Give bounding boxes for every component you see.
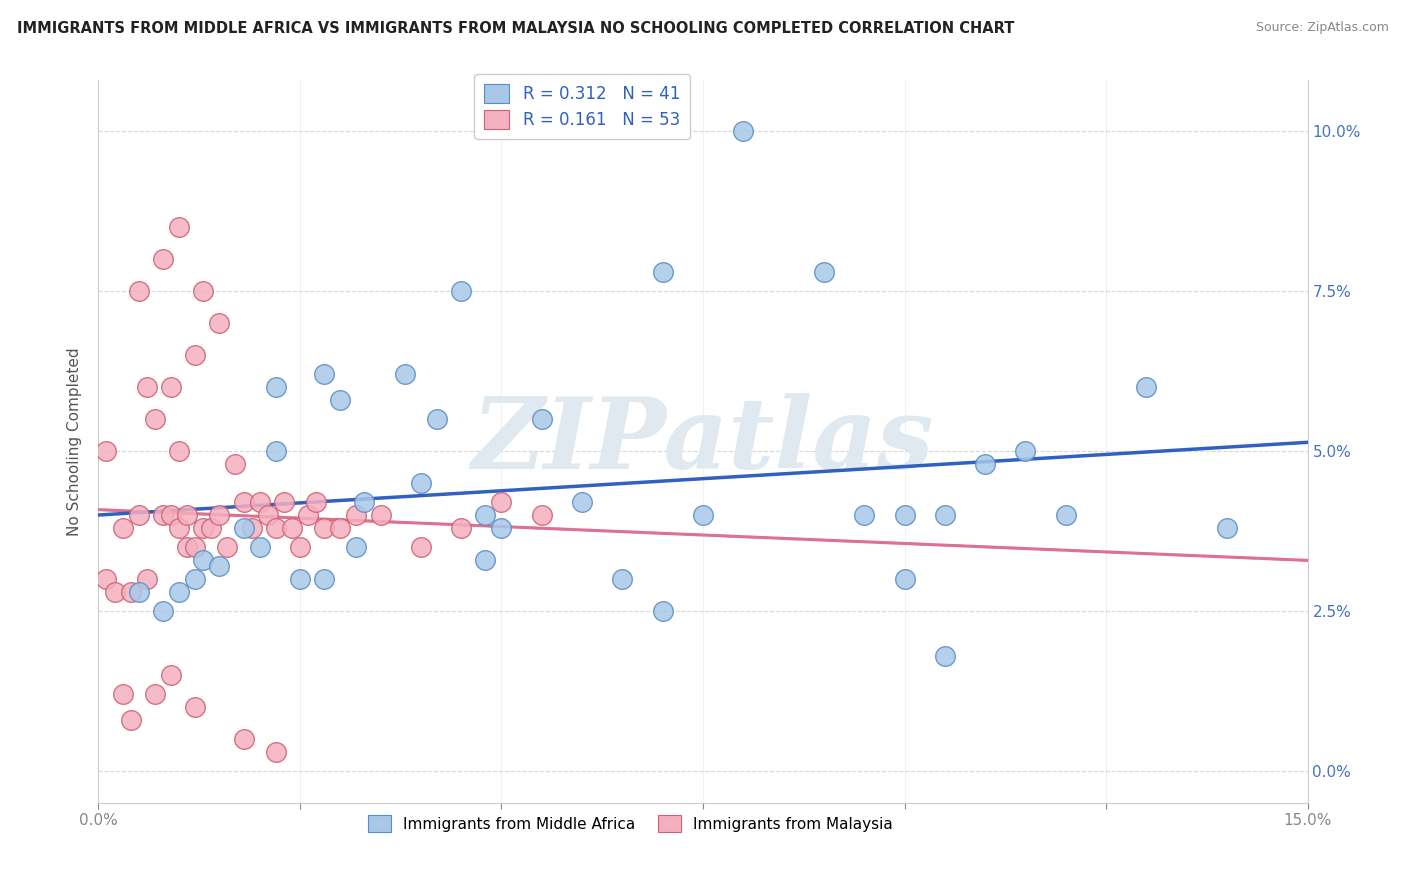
Point	[120, 584, 142, 599]
Point	[571, 495, 593, 509]
Point	[111, 521, 134, 535]
Point	[394, 368, 416, 382]
Point	[344, 508, 367, 522]
Point	[281, 521, 304, 535]
Point	[184, 572, 207, 586]
Y-axis label: No Schooling Completed: No Schooling Completed	[66, 347, 82, 536]
Point	[934, 508, 956, 522]
Point	[232, 495, 254, 509]
Point	[96, 444, 118, 458]
Point	[167, 220, 190, 235]
Point	[232, 731, 254, 746]
Point	[305, 495, 328, 509]
Point	[143, 687, 166, 701]
Point	[450, 521, 472, 535]
Point	[314, 368, 336, 382]
Point	[264, 521, 287, 535]
Text: IMMIGRANTS FROM MIDDLE AFRICA VS IMMIGRANTS FROM MALAYSIA NO SCHOOLING COMPLETED: IMMIGRANTS FROM MIDDLE AFRICA VS IMMIGRA…	[17, 21, 1014, 37]
Point	[353, 495, 375, 509]
Point	[1014, 444, 1036, 458]
Point	[152, 508, 174, 522]
Point	[167, 521, 190, 535]
Point	[176, 540, 198, 554]
Point	[1216, 521, 1239, 535]
Point	[612, 572, 634, 586]
Point	[893, 572, 915, 586]
Point	[530, 508, 553, 522]
Point	[264, 745, 287, 759]
Point	[329, 392, 352, 407]
Point	[184, 348, 207, 362]
Point	[249, 540, 271, 554]
Point	[813, 265, 835, 279]
Point	[370, 508, 392, 522]
Point	[208, 559, 231, 574]
Point	[208, 508, 231, 522]
Point	[314, 572, 336, 586]
Point	[853, 508, 876, 522]
Point	[692, 508, 714, 522]
Point	[651, 604, 673, 618]
Point	[733, 124, 755, 138]
Point	[344, 540, 367, 554]
Point	[176, 508, 198, 522]
Point	[193, 285, 215, 299]
Point	[974, 457, 997, 471]
Point	[426, 412, 449, 426]
Point	[491, 495, 513, 509]
Point	[288, 572, 311, 586]
Point	[103, 584, 125, 599]
Point	[217, 540, 239, 554]
Point	[256, 508, 278, 522]
Point	[128, 584, 150, 599]
Point	[152, 604, 174, 618]
Point	[240, 521, 263, 535]
Point	[530, 412, 553, 426]
Point	[893, 508, 915, 522]
Point	[409, 540, 432, 554]
Point	[96, 572, 118, 586]
Point	[120, 713, 142, 727]
Point	[111, 687, 134, 701]
Point	[450, 285, 472, 299]
Point	[193, 521, 215, 535]
Point	[329, 521, 352, 535]
Point	[224, 457, 246, 471]
Point	[135, 380, 157, 394]
Point	[249, 495, 271, 509]
Point	[152, 252, 174, 267]
Point	[491, 521, 513, 535]
Point	[409, 476, 432, 491]
Point	[167, 584, 190, 599]
Point	[160, 380, 183, 394]
Point	[314, 521, 336, 535]
Point	[474, 553, 496, 567]
Point	[264, 444, 287, 458]
Point	[264, 380, 287, 394]
Text: Source: ZipAtlas.com: Source: ZipAtlas.com	[1256, 21, 1389, 35]
Point	[143, 412, 166, 426]
Point	[232, 521, 254, 535]
Point	[193, 553, 215, 567]
Point	[184, 699, 207, 714]
Point	[651, 265, 673, 279]
Legend: Immigrants from Middle Africa, Immigrants from Malaysia: Immigrants from Middle Africa, Immigrant…	[361, 809, 900, 838]
Point	[297, 508, 319, 522]
Point	[128, 508, 150, 522]
Point	[474, 508, 496, 522]
Point	[934, 648, 956, 663]
Text: ZIPatlas: ZIPatlas	[472, 393, 934, 490]
Point	[167, 444, 190, 458]
Point	[128, 285, 150, 299]
Point	[135, 572, 157, 586]
Point	[200, 521, 222, 535]
Point	[184, 540, 207, 554]
Point	[1135, 380, 1157, 394]
Point	[160, 668, 183, 682]
Point	[208, 316, 231, 330]
Point	[1054, 508, 1077, 522]
Point	[273, 495, 295, 509]
Point	[160, 508, 183, 522]
Point	[288, 540, 311, 554]
